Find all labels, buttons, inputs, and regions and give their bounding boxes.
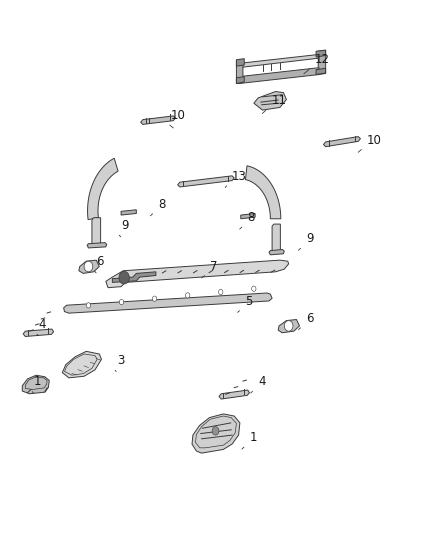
- Circle shape: [119, 300, 124, 305]
- Polygon shape: [64, 293, 272, 313]
- Text: 8: 8: [247, 211, 254, 224]
- Polygon shape: [269, 249, 284, 255]
- Text: 10: 10: [367, 134, 382, 147]
- Text: 9: 9: [121, 219, 129, 232]
- Text: 3: 3: [117, 354, 124, 367]
- Circle shape: [252, 286, 256, 292]
- Polygon shape: [106, 260, 289, 288]
- Polygon shape: [278, 319, 300, 333]
- Polygon shape: [121, 210, 136, 215]
- Polygon shape: [272, 224, 280, 252]
- Polygon shape: [237, 77, 244, 84]
- Polygon shape: [178, 176, 234, 187]
- Polygon shape: [88, 158, 118, 220]
- Text: 5: 5: [245, 295, 252, 308]
- Text: 6: 6: [306, 312, 314, 325]
- Text: 13: 13: [232, 169, 247, 183]
- Polygon shape: [141, 116, 176, 124]
- Polygon shape: [245, 166, 281, 219]
- Polygon shape: [62, 351, 102, 378]
- Circle shape: [212, 426, 219, 435]
- Polygon shape: [192, 414, 240, 453]
- Text: 8: 8: [158, 198, 166, 211]
- Polygon shape: [316, 50, 325, 57]
- Circle shape: [86, 303, 91, 308]
- Polygon shape: [237, 60, 243, 84]
- Circle shape: [84, 261, 93, 272]
- Circle shape: [185, 293, 190, 298]
- Text: 4: 4: [258, 375, 266, 389]
- Text: 11: 11: [271, 94, 286, 108]
- Polygon shape: [87, 243, 107, 248]
- Polygon shape: [92, 217, 101, 245]
- Text: 4: 4: [39, 318, 46, 331]
- Polygon shape: [239, 68, 319, 84]
- Polygon shape: [219, 390, 250, 399]
- Circle shape: [219, 289, 223, 295]
- Text: 1: 1: [34, 375, 42, 389]
- Circle shape: [152, 296, 157, 301]
- Polygon shape: [254, 92, 286, 110]
- Text: 10: 10: [171, 109, 186, 122]
- Polygon shape: [22, 375, 49, 394]
- Polygon shape: [23, 329, 53, 336]
- Text: 7: 7: [210, 260, 218, 273]
- Text: 6: 6: [96, 255, 104, 268]
- Polygon shape: [79, 260, 99, 273]
- Text: 1: 1: [250, 431, 257, 444]
- Polygon shape: [318, 50, 325, 75]
- Circle shape: [119, 271, 129, 284]
- Polygon shape: [316, 68, 325, 75]
- Polygon shape: [239, 54, 319, 68]
- Polygon shape: [241, 214, 255, 219]
- Text: 9: 9: [306, 232, 314, 245]
- Polygon shape: [323, 136, 360, 147]
- Polygon shape: [113, 272, 156, 282]
- Circle shape: [284, 320, 293, 331]
- Text: 12: 12: [315, 53, 330, 66]
- Polygon shape: [237, 59, 244, 66]
